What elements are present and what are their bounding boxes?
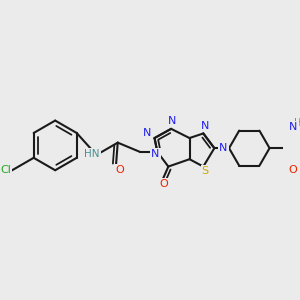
Text: O: O xyxy=(115,165,124,175)
Text: N: N xyxy=(143,128,152,138)
Text: H: H xyxy=(294,118,300,128)
Text: HN: HN xyxy=(84,149,100,159)
Text: N: N xyxy=(219,143,228,153)
Text: O: O xyxy=(288,165,297,175)
Text: N: N xyxy=(201,121,209,131)
Text: N: N xyxy=(151,149,160,159)
Text: N: N xyxy=(168,116,176,127)
Text: N: N xyxy=(289,122,298,132)
Text: O: O xyxy=(159,179,168,189)
Text: Cl: Cl xyxy=(0,165,11,175)
Text: S: S xyxy=(202,166,209,176)
